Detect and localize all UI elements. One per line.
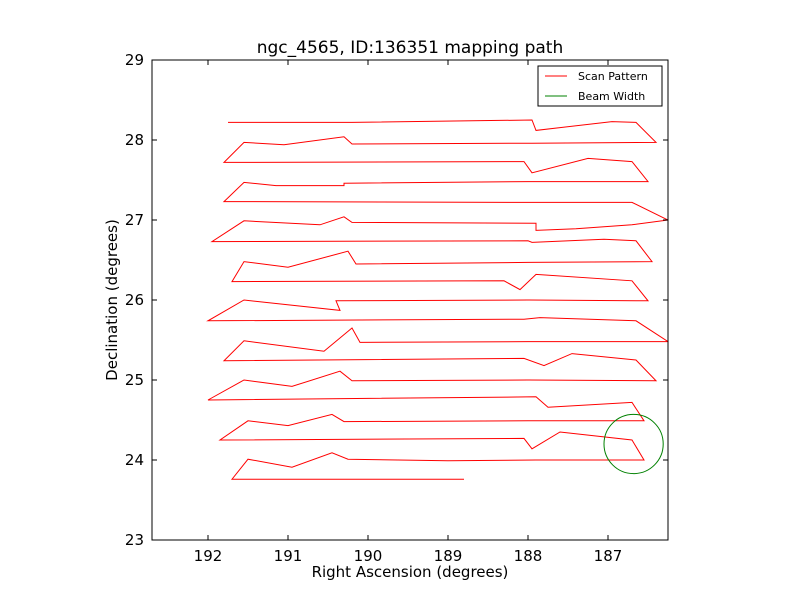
x-axis-label: Right Ascension (degrees) <box>312 563 509 581</box>
y-tick-label: 23 <box>125 531 144 549</box>
y-tick-label: 27 <box>125 211 144 229</box>
x-tick-label: 187 <box>594 547 623 565</box>
legend-label-beam-width: Beam Width <box>578 90 645 103</box>
legend-box <box>537 65 663 107</box>
y-tick-label: 28 <box>125 131 144 149</box>
data-layer <box>206 119 668 480</box>
y-tick-label: 24 <box>125 451 144 469</box>
x-tick-label: 189 <box>434 547 463 565</box>
x-tick-label: 191 <box>274 547 303 565</box>
y-tick-label: 26 <box>125 291 144 309</box>
y-axis-label: Declination (degrees) <box>103 219 121 381</box>
beam-width-circle <box>603 413 664 475</box>
x-tick-label: 190 <box>354 547 383 565</box>
ticks-layer: 192 191 190 189 188 187 23 24 25 26 27 28 29 <box>125 51 668 565</box>
scan-pattern-line <box>206 119 668 480</box>
y-tick-label: 25 <box>125 371 144 389</box>
chart-title: ngc_4565, ID:136351 mapping path <box>257 38 564 58</box>
legend: Scan Pattern Beam Width <box>537 65 663 107</box>
legend-label-scan-pattern: Scan Pattern <box>578 70 648 83</box>
x-tick-label: 192 <box>194 547 223 565</box>
x-tick-label: 188 <box>514 547 543 565</box>
y-tick-label: 29 <box>125 51 144 69</box>
plot-frame <box>151 59 669 541</box>
